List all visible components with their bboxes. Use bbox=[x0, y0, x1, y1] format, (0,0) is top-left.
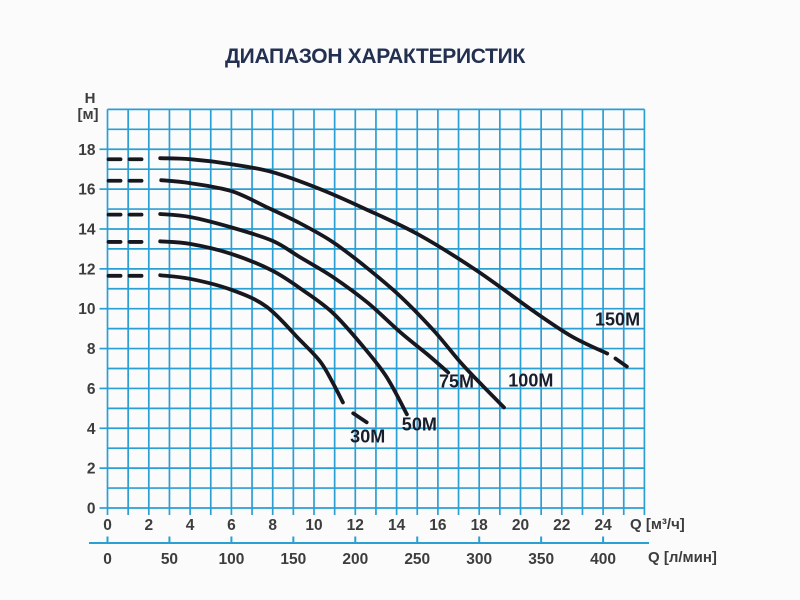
svg-text:8: 8 bbox=[87, 341, 96, 358]
svg-text:300: 300 bbox=[466, 551, 492, 568]
svg-text:12: 12 bbox=[78, 261, 95, 278]
curve-150M bbox=[158, 156, 610, 356]
grid bbox=[106, 108, 646, 509]
curve-50M bbox=[158, 239, 409, 417]
curve-30M-dash-end bbox=[351, 411, 369, 425]
svg-text:8: 8 bbox=[268, 517, 277, 534]
svg-text:6: 6 bbox=[227, 517, 236, 534]
svg-text:24: 24 bbox=[594, 517, 612, 534]
svg-text:50: 50 bbox=[161, 551, 178, 568]
svg-text:0: 0 bbox=[103, 517, 112, 534]
svg-text:4: 4 bbox=[87, 421, 96, 438]
svg-text:0: 0 bbox=[87, 501, 96, 518]
x-axis-primary-unit: Q [м³/ч] bbox=[630, 516, 685, 533]
curve-75M bbox=[158, 212, 451, 375]
y-axis-unit: [м] bbox=[77, 106, 99, 123]
svg-text:20: 20 bbox=[512, 517, 529, 534]
svg-text:14: 14 bbox=[388, 517, 406, 534]
y-axis-symbol: H bbox=[84, 90, 96, 107]
svg-text:100: 100 bbox=[218, 551, 244, 568]
svg-text:12: 12 bbox=[347, 517, 364, 534]
svg-text:0: 0 bbox=[103, 551, 112, 568]
svg-text:2: 2 bbox=[144, 517, 153, 534]
svg-text:2: 2 bbox=[87, 461, 96, 478]
curve-label-75m: 75M bbox=[438, 371, 474, 392]
svg-text:22: 22 bbox=[553, 517, 570, 534]
svg-text:400: 400 bbox=[590, 551, 616, 568]
curve-label-150m: 150M bbox=[595, 309, 641, 330]
y-axis: 0 2 4 6 8 10 12 14 16 18 bbox=[78, 142, 108, 518]
svg-text:18: 18 bbox=[78, 142, 96, 159]
curve-30M bbox=[158, 273, 345, 405]
x-axis-secondary: 0 50 100 150 200 250 300 350 400 bbox=[89, 536, 649, 568]
svg-text:18: 18 bbox=[471, 517, 489, 534]
svg-text:250: 250 bbox=[404, 551, 430, 568]
svg-text:350: 350 bbox=[528, 551, 554, 568]
curve-150M-dash-end bbox=[613, 356, 629, 369]
svg-text:16: 16 bbox=[429, 517, 447, 534]
x-axis-primary: 0 2 4 6 8 10 12 14 16 18 20 22 24 bbox=[103, 508, 646, 534]
svg-text:150: 150 bbox=[280, 551, 306, 568]
svg-text:10: 10 bbox=[78, 301, 95, 318]
chart-title: ДИАПАЗОН ХАРАКТЕРИСТИК bbox=[225, 45, 525, 68]
curve-label-30m: 30M bbox=[350, 426, 386, 447]
svg-text:200: 200 bbox=[342, 551, 368, 568]
curve-label-100m: 100M bbox=[508, 370, 554, 391]
x-axis-secondary-unit: Q [л/мин] bbox=[648, 549, 717, 566]
svg-text:16: 16 bbox=[78, 182, 96, 199]
svg-text:14: 14 bbox=[78, 221, 96, 238]
svg-text:4: 4 bbox=[186, 517, 195, 534]
curve-100M bbox=[159, 178, 506, 410]
svg-text:6: 6 bbox=[87, 381, 96, 398]
svg-text:10: 10 bbox=[305, 517, 322, 534]
curve-label-50m: 50M bbox=[401, 414, 437, 435]
pump-curves bbox=[106, 156, 629, 425]
